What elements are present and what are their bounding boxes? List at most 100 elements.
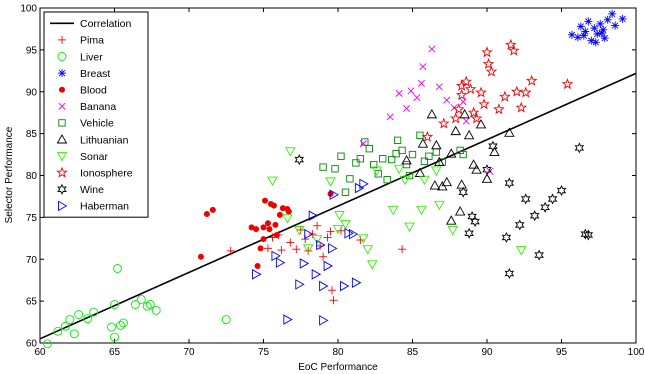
point-sonar [399, 175, 411, 186]
point-banana [386, 113, 394, 121]
point-blood [260, 224, 267, 231]
x-tick-label: 80 [332, 347, 344, 358]
point-liver [107, 322, 116, 332]
point-vehicle [337, 152, 345, 160]
point-liver [118, 318, 128, 328]
point-sonar [311, 235, 323, 245]
point-vehicle [402, 160, 411, 169]
point-vehicle [319, 163, 327, 171]
point-sonar [362, 245, 374, 255]
legend-label: Correlation [80, 18, 132, 30]
point-lithuanian [401, 155, 412, 165]
point-lithuanian [468, 159, 479, 169]
legend-swatch-lithuanian [56, 134, 68, 144]
point-breast [584, 17, 593, 26]
point-haberman [344, 228, 354, 239]
point-wine [547, 193, 558, 205]
correlation-line [39, 72, 637, 340]
point-pima [398, 245, 407, 254]
legend-swatch-sonar [56, 152, 68, 162]
point-haberman [328, 243, 338, 254]
point-lithuanian [454, 206, 466, 216]
point-liver [116, 320, 125, 330]
point-sonar [371, 166, 383, 176]
series-breast [567, 9, 627, 47]
point-sonar [447, 225, 458, 236]
point-breast [599, 25, 608, 34]
point-lithuanian [445, 148, 457, 158]
x-tick-label: 95 [556, 347, 568, 358]
y-tick-label: 85 [26, 129, 38, 140]
legend-label: Liver [80, 51, 103, 63]
point-blood [261, 197, 268, 204]
point-liver [65, 315, 75, 324]
point-sonar [267, 176, 278, 186]
point-breast [618, 14, 627, 23]
point-sonar [419, 175, 430, 186]
point-lithuanian [463, 129, 475, 140]
legend-swatch-ionosphere [56, 166, 68, 178]
point-haberman [316, 239, 326, 251]
point-pima [323, 233, 332, 242]
legend-box [43, 11, 149, 218]
point-ionosphere [505, 38, 517, 50]
point-wine [458, 186, 468, 198]
data-points [43, 9, 627, 349]
point-sonar [282, 214, 293, 224]
point-wine [556, 185, 567, 197]
point-banana [419, 63, 427, 71]
point-pima [268, 233, 277, 242]
legend: Correlation Pima Liver Breast Blood Banana Veh… [43, 11, 149, 218]
point-wine [515, 219, 525, 231]
point-blood [253, 226, 260, 233]
point-ionosphere [478, 98, 490, 110]
point-pima [328, 286, 337, 295]
point-banana [417, 79, 425, 87]
point-wine [574, 142, 585, 154]
point-ionosphere [519, 86, 532, 98]
point-banana [407, 87, 415, 95]
point-wine [482, 164, 492, 176]
series-liver [43, 264, 231, 349]
series-pima [226, 221, 407, 305]
x-tick-label: 85 [407, 347, 419, 358]
point-liver [221, 315, 231, 324]
y-tick-label: 100 [20, 4, 37, 15]
point-vehicle [341, 188, 350, 196]
point-haberman [275, 257, 286, 268]
legend-swatch-haberman [58, 200, 68, 212]
legend-label: Pima [80, 35, 104, 47]
point-blood [209, 206, 216, 213]
point-sonar [434, 200, 445, 211]
point-wine [501, 231, 512, 243]
point-lithuanian [445, 215, 457, 225]
point-banana [459, 98, 467, 106]
point-ionosphere [499, 90, 511, 102]
point-sonar [332, 225, 344, 235]
series-sonar [267, 147, 527, 270]
legend-swatch-breast [58, 69, 66, 78]
point-pima [313, 221, 322, 230]
series-blood [197, 190, 334, 269]
series-wine [294, 140, 594, 280]
x-tick-label: 75 [258, 347, 270, 358]
point-breast [590, 24, 599, 33]
point-breast [600, 34, 609, 43]
point-liver [130, 300, 140, 309]
point-vehicle [459, 150, 467, 159]
point-ionosphere [455, 89, 468, 101]
point-haberman [340, 280, 350, 292]
point-vehicle [383, 176, 391, 184]
point-breast [603, 15, 612, 24]
point-lithuanian [456, 179, 467, 189]
point-ionosphere [452, 103, 465, 115]
point-pima [263, 244, 272, 253]
legend-label: Ionosphere [80, 168, 133, 180]
legend-label: Vehicle [80, 118, 114, 130]
point-haberman [329, 189, 339, 201]
legend-label: Haberman [80, 201, 129, 213]
point-banana [395, 89, 403, 97]
point-haberman [323, 260, 333, 272]
point-blood [254, 262, 261, 269]
point-lithuanian [434, 156, 445, 167]
